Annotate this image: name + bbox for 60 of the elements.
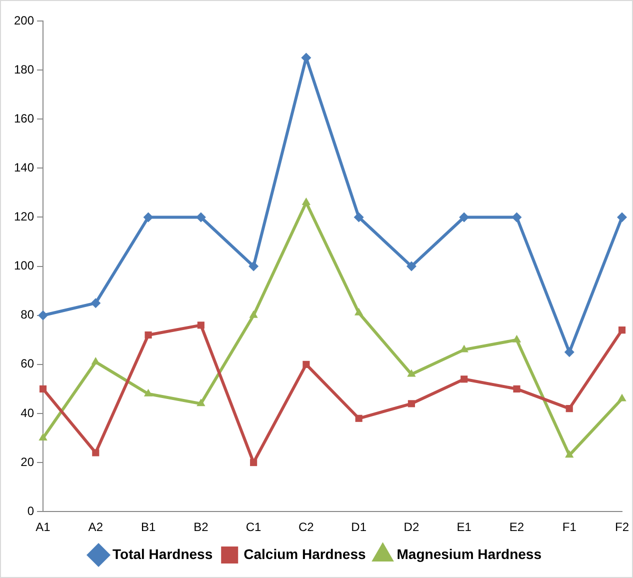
point [302,360,310,368]
point [143,212,154,222]
legend-label: Calcium Hardness [244,546,366,562]
point [196,212,206,222]
point [38,310,48,320]
point [39,385,47,392]
point [406,261,416,272]
point [618,326,626,334]
point [144,388,153,396]
x-tick-label: B2 [194,520,209,534]
point [566,405,573,412]
x-tick-label: A2 [88,520,104,534]
point [38,433,48,441]
point [618,394,626,402]
x-tick-label: D2 [404,520,420,534]
x-tick-label: E2 [509,520,524,534]
point [407,369,416,377]
y-tick-label: 40 [20,406,34,420]
x-tick-label: D1 [351,520,367,534]
point [459,212,470,222]
y-tick-label: 20 [20,454,34,469]
point [564,347,574,358]
point [196,398,206,406]
x-tick-label: E1 [456,520,472,534]
x-tick-label: F1 [562,520,577,534]
y-tick-label: 160 [14,111,34,126]
point [617,212,627,222]
legend-label: Total Hardness [112,546,213,562]
point [355,414,362,422]
point [91,356,100,364]
point [248,261,259,272]
point [354,212,364,222]
point [250,459,258,466]
y-tick-label: 0 [27,504,34,518]
x-tick-label: C1 [246,520,262,534]
y-tick-label: 60 [20,356,34,371]
point [512,334,522,342]
point [92,449,100,456]
legend-label: Magnesium Hardness [396,546,542,562]
x-tick-label: B1 [140,520,156,534]
point [90,298,101,308]
y-tick-label: 180 [14,62,34,76]
point [197,322,204,329]
point [408,400,415,408]
point [513,385,520,392]
x-tick-label: F2 [614,520,630,534]
x-tick-label: C2 [298,520,314,534]
y-tick-label: 80 [20,308,34,322]
x-tick-label: A1 [36,520,51,534]
point [354,308,364,316]
point [249,310,258,318]
point [302,198,311,206]
y-tick-label: 100 [14,258,34,273]
point [144,331,152,339]
y-tick-label: 200 [14,13,34,28]
y-tick-label: 120 [14,210,34,224]
y-tick-label: 140 [14,160,34,174]
point [512,212,522,222]
point [460,376,468,383]
point [565,450,574,458]
